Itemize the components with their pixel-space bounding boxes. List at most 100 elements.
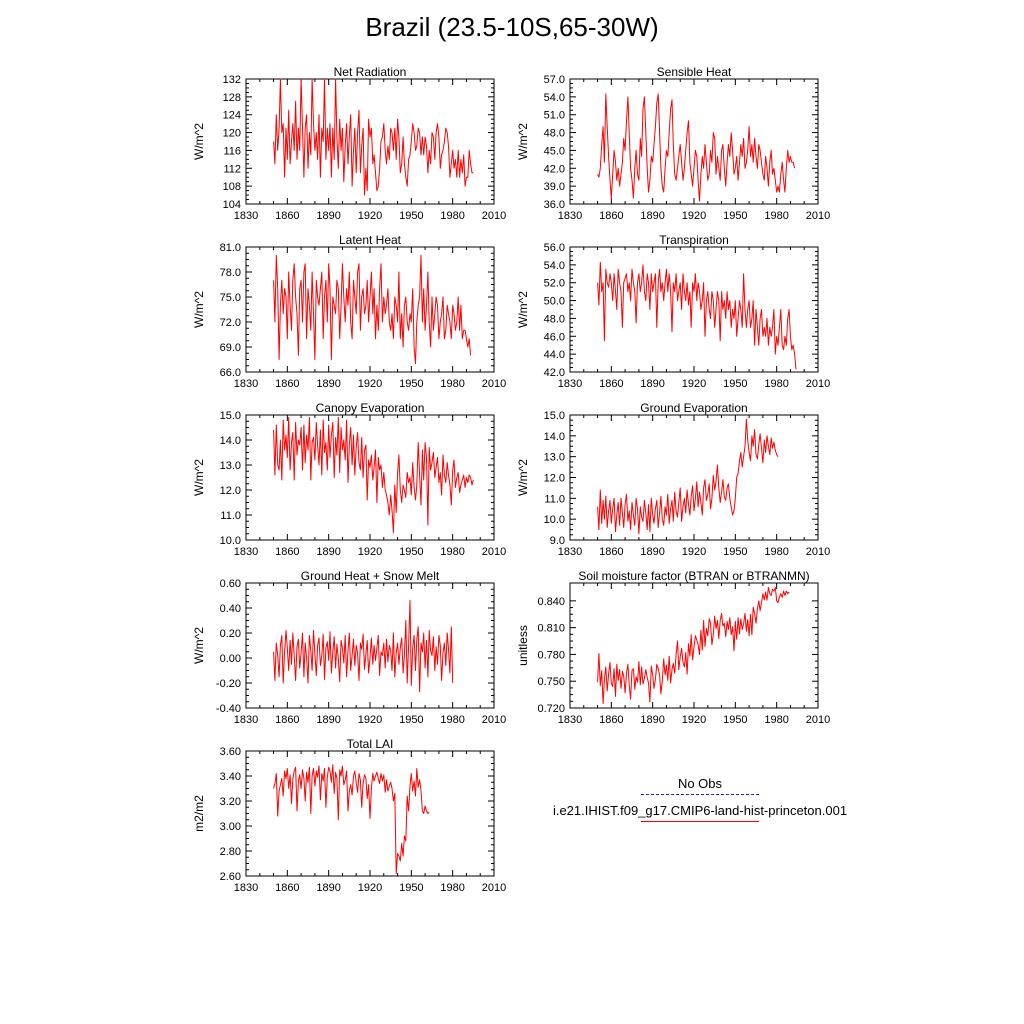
panel-6: Ground Evaporation 1830 1860 1890 1920 1950 19… — [516, 401, 830, 558]
legend-entry-model: i.e21.IHIST.f09_g17.CMIP6-land-hist-prin… — [520, 803, 880, 822]
series-line — [597, 261, 797, 370]
y-tick-label: 10.0 — [544, 514, 565, 526]
y-tick-label: 56.0 — [544, 242, 565, 254]
y-tick-label: 120 — [223, 128, 241, 140]
x-tick-label: 1860 — [599, 210, 623, 222]
y-tick-label: 2.60 — [220, 871, 241, 883]
panel-title: Canopy Evaporation — [316, 401, 425, 415]
x-tick-label: 1920 — [682, 714, 706, 726]
y-tick-label: 44.0 — [544, 349, 565, 361]
panel-title: Latent Heat — [339, 233, 402, 247]
series-line — [597, 418, 779, 535]
x-tick-label: 1980 — [764, 714, 788, 726]
y-tick-label: 3.60 — [220, 746, 241, 758]
x-tick-label: 1920 — [682, 546, 706, 558]
x-tick-label: 1890 — [640, 378, 664, 390]
y-tick-label: 132 — [223, 74, 241, 86]
y-tick-label: 81.0 — [220, 242, 241, 254]
x-tick-label: 2010 — [806, 378, 830, 390]
x-tick-label: 1980 — [764, 546, 788, 558]
y-tick-label: 0.750 — [537, 676, 565, 688]
x-tick-label: 1920 — [682, 378, 706, 390]
y-tick-label: 0.720 — [537, 703, 565, 715]
y-tick-label: 11.0 — [544, 493, 565, 505]
panel-title: Ground Evaporation — [640, 401, 747, 415]
x-tick-label: 1830 — [234, 714, 258, 726]
panel-1: Net Radiation 1830 1860 1890 1920 1950 1980 201… — [192, 65, 506, 222]
x-tick-label: 2010 — [806, 714, 830, 726]
x-tick-label: 1860 — [599, 546, 623, 558]
panel-2: Sensible Heat 1830 1860 1890 1920 1950 1980 201… — [516, 65, 830, 222]
panel-3: Latent Heat 1830 1860 1890 1920 1950 1980 2010 6… — [192, 233, 506, 390]
x-tick-label: 1890 — [316, 714, 340, 726]
y-tick-label: 78.0 — [220, 267, 241, 279]
plot-frame — [245, 582, 495, 709]
y-axis-label: W/m^2 — [192, 291, 206, 328]
x-tick-label: 1950 — [399, 882, 423, 894]
y-tick-label: 0.00 — [220, 653, 241, 665]
y-tick-label: 10.0 — [220, 535, 241, 547]
y-tick-label: 0.20 — [220, 628, 241, 640]
x-tick-label: 1830 — [234, 210, 258, 222]
x-tick-label: 1890 — [640, 210, 664, 222]
legend-label-model: i.e21.IHIST.f09_g17.CMIP6-land-hist-prin… — [552, 803, 848, 818]
y-tick-label: 48.0 — [544, 313, 565, 325]
y-axis-label: W/m^2 — [192, 459, 206, 496]
x-tick-label: 1830 — [558, 714, 582, 726]
y-tick-label: 54.0 — [544, 260, 565, 272]
figure-title: Brazil (23.5-10S,65-30W) — [365, 12, 659, 42]
x-tick-label: 1860 — [275, 714, 299, 726]
plot-frame — [569, 78, 819, 205]
x-tick-label: 1920 — [358, 210, 382, 222]
x-tick-label: 2010 — [482, 546, 506, 558]
y-tick-label: 108 — [223, 181, 241, 193]
y-tick-label: 116 — [223, 145, 241, 157]
series-line — [273, 417, 474, 533]
y-tick-label: 104 — [223, 199, 241, 211]
panel-8: Soil moisture factor (BTRAN or BTRANMN) 1… — [516, 569, 830, 726]
x-tick-label: 1950 — [399, 546, 423, 558]
x-tick-label: 1920 — [358, 378, 382, 390]
legend-swatch-obs — [641, 794, 759, 795]
x-tick-label: 1830 — [234, 378, 258, 390]
x-tick-label: 1860 — [599, 714, 623, 726]
y-axis-label: W/m^2 — [516, 291, 530, 328]
x-tick-label: 1950 — [723, 546, 747, 558]
y-tick-label: 0.780 — [537, 649, 565, 661]
x-tick-label: 1950 — [723, 210, 747, 222]
y-tick-label: 15.0 — [544, 410, 565, 422]
y-tick-label: 48.0 — [544, 128, 565, 140]
panel-title: Soil moisture factor (BTRAN or BTRANMN) — [578, 569, 809, 583]
y-tick-label: 0.840 — [537, 596, 565, 608]
y-tick-label: 42.0 — [544, 163, 565, 175]
y-tick-label: 3.20 — [220, 796, 241, 808]
x-tick-label: 1980 — [764, 210, 788, 222]
x-tick-label: 2010 — [806, 546, 830, 558]
y-tick-label: 13.0 — [544, 452, 565, 464]
x-tick-label: 1950 — [723, 378, 747, 390]
x-tick-label: 1950 — [399, 714, 423, 726]
y-tick-label: 11.0 — [220, 510, 241, 522]
x-tick-label: 1950 — [399, 210, 423, 222]
y-axis-label: unitless — [516, 625, 530, 666]
y-tick-label: -0.20 — [216, 678, 241, 690]
legend-swatch-model — [641, 821, 759, 822]
y-axis-label: m2/m2 — [192, 795, 206, 832]
x-tick-label: 1980 — [440, 714, 464, 726]
x-tick-label: 1920 — [358, 546, 382, 558]
panel-4: Transpiration 1830 1860 1890 1920 1950 1980 201… — [516, 233, 830, 390]
x-tick-label: 1920 — [682, 210, 706, 222]
panel-title: Sensible Heat — [657, 65, 732, 79]
y-tick-label: 51.0 — [544, 110, 565, 122]
x-tick-label: 1950 — [723, 714, 747, 726]
x-tick-label: 1980 — [764, 378, 788, 390]
x-tick-label: 1890 — [316, 882, 340, 894]
y-axis-label: W/m^2 — [516, 123, 530, 160]
y-tick-label: 52.0 — [544, 278, 565, 290]
x-tick-label: 1830 — [234, 882, 258, 894]
y-tick-label: 112 — [223, 163, 241, 175]
y-tick-label: 14.0 — [544, 431, 565, 443]
y-tick-label: 42.0 — [544, 367, 565, 379]
series-line — [597, 587, 790, 704]
y-tick-label: 12.0 — [220, 485, 241, 497]
